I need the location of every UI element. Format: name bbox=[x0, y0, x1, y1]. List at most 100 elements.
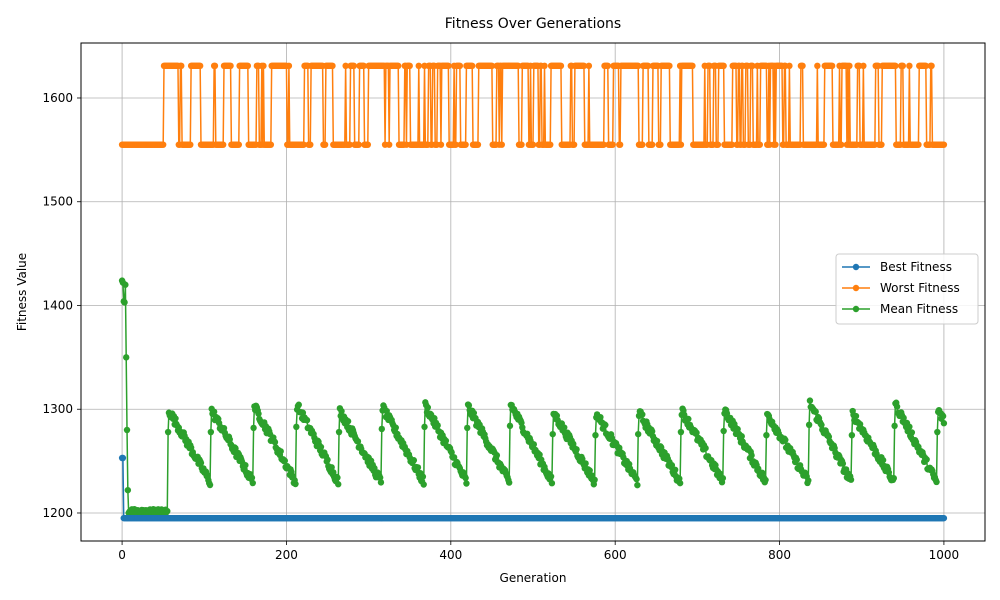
y-axis-label: Fitness Value bbox=[15, 253, 29, 331]
data-point bbox=[799, 62, 806, 70]
data-point bbox=[805, 477, 812, 484]
legend-label: Worst Fitness bbox=[880, 281, 960, 295]
data-point bbox=[293, 423, 300, 431]
data-point bbox=[462, 474, 469, 482]
data-point bbox=[639, 411, 646, 418]
data-point bbox=[940, 141, 948, 148]
data-point bbox=[424, 404, 432, 411]
data-point bbox=[456, 62, 464, 70]
data-point bbox=[271, 438, 279, 446]
data-point bbox=[677, 428, 685, 436]
data-point bbox=[414, 464, 422, 471]
data-point bbox=[335, 481, 342, 488]
plot-frame bbox=[80, 42, 986, 542]
series-layer bbox=[118, 62, 948, 522]
data-point bbox=[934, 428, 941, 436]
y-tick-label: 1200 bbox=[42, 506, 73, 520]
data-point bbox=[666, 62, 673, 70]
data-point bbox=[648, 428, 656, 435]
data-point bbox=[604, 62, 611, 70]
data-point bbox=[355, 141, 362, 148]
data-point bbox=[219, 141, 227, 148]
y-tick-label: 1500 bbox=[42, 195, 73, 209]
data-point bbox=[693, 429, 700, 436]
data-point bbox=[639, 141, 646, 148]
legend-label: Best Fitness bbox=[880, 260, 952, 274]
data-point bbox=[922, 62, 930, 70]
data-point bbox=[335, 428, 343, 436]
axis-ticks: 0 200 400 600 800 1000 1200 1300 1400 1500 1600 bbox=[42, 91, 959, 562]
data-point bbox=[468, 62, 476, 70]
data-point bbox=[597, 413, 604, 421]
data-point bbox=[848, 431, 856, 439]
data-point bbox=[806, 397, 814, 404]
data-point bbox=[592, 431, 599, 439]
data-point bbox=[267, 141, 275, 148]
data-point bbox=[122, 281, 129, 288]
data-point bbox=[585, 62, 593, 70]
data-point bbox=[772, 141, 779, 148]
data-point bbox=[196, 62, 204, 70]
data-point bbox=[892, 62, 899, 70]
data-point bbox=[470, 409, 478, 417]
data-point bbox=[653, 437, 661, 445]
data-point bbox=[197, 459, 205, 467]
data-point bbox=[530, 441, 538, 448]
data-point bbox=[204, 472, 211, 479]
data-point bbox=[227, 62, 234, 70]
data-point bbox=[164, 428, 172, 436]
data-point bbox=[159, 141, 167, 148]
data-point bbox=[463, 480, 470, 487]
y-tick-label: 1400 bbox=[42, 298, 73, 312]
data-point bbox=[685, 415, 692, 423]
data-point bbox=[591, 476, 598, 483]
data-point bbox=[445, 62, 452, 70]
data-point bbox=[164, 507, 171, 515]
data-point bbox=[923, 456, 930, 463]
data-point bbox=[307, 141, 314, 148]
data-point bbox=[899, 62, 907, 70]
data-point bbox=[292, 480, 299, 488]
y-tick-label: 1600 bbox=[42, 91, 73, 105]
legend-swatch-marker bbox=[852, 305, 860, 313]
data-point bbox=[434, 422, 441, 429]
data-point bbox=[178, 62, 185, 70]
data-point bbox=[720, 62, 727, 70]
data-point bbox=[814, 62, 821, 70]
data-point bbox=[586, 467, 593, 474]
data-point bbox=[839, 460, 847, 467]
data-point bbox=[893, 403, 901, 410]
data-point bbox=[207, 428, 215, 436]
data-point bbox=[805, 421, 813, 428]
data-point bbox=[847, 476, 855, 483]
data-point bbox=[648, 141, 656, 148]
data-point bbox=[255, 410, 262, 417]
data-point bbox=[702, 444, 709, 452]
data-point bbox=[242, 461, 249, 469]
data-point bbox=[547, 473, 555, 480]
data-point bbox=[377, 479, 385, 486]
series-mean-fitness bbox=[118, 277, 948, 519]
data-point bbox=[378, 425, 385, 433]
data-point bbox=[786, 62, 793, 70]
x-tick-label: 200 bbox=[275, 548, 298, 562]
data-point bbox=[820, 141, 828, 148]
data-point bbox=[334, 474, 341, 481]
data-point bbox=[498, 141, 505, 148]
y-tick-label: 1300 bbox=[42, 402, 73, 416]
data-point bbox=[248, 474, 256, 481]
data-point bbox=[420, 481, 427, 488]
data-point bbox=[728, 141, 736, 148]
data-point bbox=[828, 62, 836, 70]
data-point bbox=[518, 141, 525, 148]
data-point bbox=[940, 420, 948, 427]
data-point bbox=[677, 141, 685, 148]
legend: Best Fitness Worst Fitness Mean Fitness bbox=[835, 253, 979, 325]
data-point bbox=[719, 474, 727, 482]
data-point bbox=[723, 410, 731, 417]
data-point bbox=[281, 457, 289, 464]
data-point bbox=[676, 479, 684, 487]
data-point bbox=[689, 62, 696, 70]
data-point bbox=[406, 62, 413, 70]
data-point bbox=[121, 299, 128, 306]
